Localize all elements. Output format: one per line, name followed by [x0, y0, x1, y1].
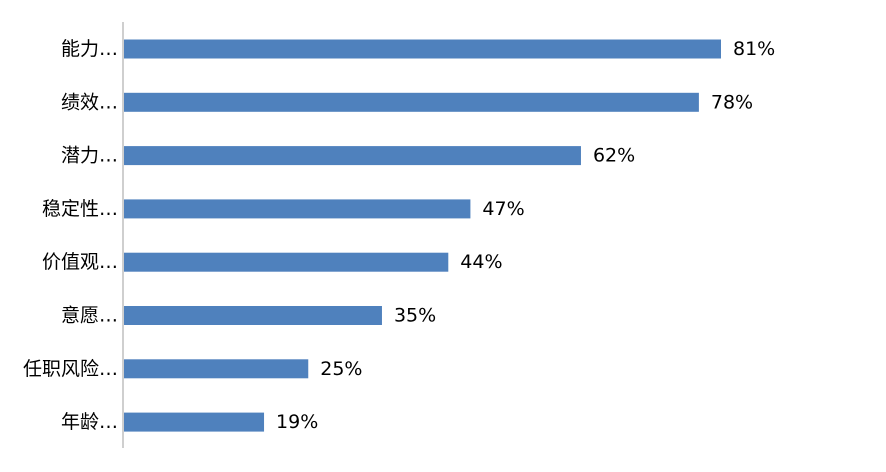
bar-3 [124, 199, 471, 219]
value-label-1: 78% [711, 91, 753, 113]
category-label-6: 任职风险… [23, 358, 118, 380]
bar-2 [124, 146, 581, 166]
category-label-4: 价值观… [42, 251, 118, 273]
value-label-3: 47% [482, 198, 524, 220]
bar-6 [124, 359, 309, 379]
category-label-2: 潜力… [61, 145, 118, 167]
value-label-2: 62% [593, 145, 635, 167]
bar-0 [124, 39, 721, 59]
category-label-1: 绩效… [61, 91, 118, 113]
bar-1 [124, 92, 699, 112]
bar-4 [124, 252, 449, 272]
value-label-7: 19% [276, 411, 318, 433]
bars-layer [124, 39, 721, 432]
labels-layer: 能力… 81% 绩效… 78% 潜力… 62% 稳定性… 47% 价值观… 44% 意愿… 35% 任职… [23, 38, 775, 433]
value-label-0: 81% [733, 38, 775, 60]
bar-7 [124, 412, 265, 432]
category-label-5: 意愿… [61, 305, 118, 327]
category-label-3: 稳定性… [42, 198, 118, 220]
bar-5 [124, 306, 382, 325]
category-label-0: 能力… [61, 38, 118, 60]
value-label-5: 35% [394, 305, 436, 327]
value-label-4: 44% [460, 251, 502, 273]
value-label-6: 25% [320, 358, 362, 380]
category-label-7: 年龄… [61, 411, 118, 433]
